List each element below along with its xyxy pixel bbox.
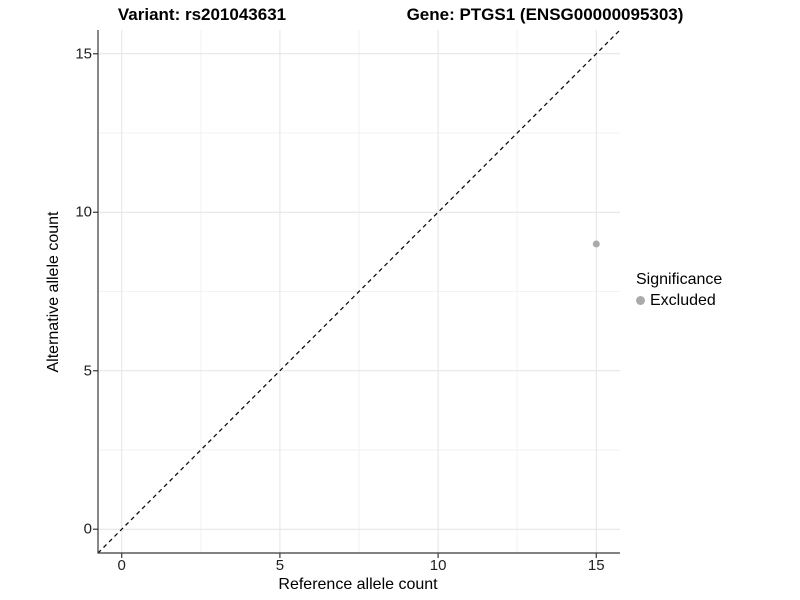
legend-item-excluded: Excluded xyxy=(636,291,722,310)
x-tick-label-15: 15 xyxy=(587,557,605,574)
plot-title-variant: Variant: rs201043631 xyxy=(117,5,287,24)
y-tick-label-5: 5 xyxy=(83,362,92,380)
y-tick-label-10: 10 xyxy=(75,203,92,221)
x-tick-label-10: 10 xyxy=(429,557,447,574)
y-tick-label-15: 15 xyxy=(75,45,92,63)
y-tick-label-0: 0 xyxy=(83,520,92,538)
x-tick-label-5: 5 xyxy=(275,557,285,574)
legend-item-label: Excluded xyxy=(650,292,716,309)
data-point-excluded xyxy=(592,240,600,248)
x-axis-title: Reference allele count xyxy=(278,576,438,593)
legend: Significance Excluded xyxy=(636,270,722,310)
legend-title: Significance xyxy=(636,271,723,288)
y-axis-title: Alternative allele count xyxy=(45,211,62,373)
plot-title-gene: Gene: PTGS1 (ENSG00000095303) xyxy=(406,5,684,24)
identity-reference-line xyxy=(97,29,621,554)
legend-key-dot-icon xyxy=(636,296,645,305)
legend-items: Excluded xyxy=(636,291,722,310)
x-tick-label-0: 0 xyxy=(117,557,126,574)
